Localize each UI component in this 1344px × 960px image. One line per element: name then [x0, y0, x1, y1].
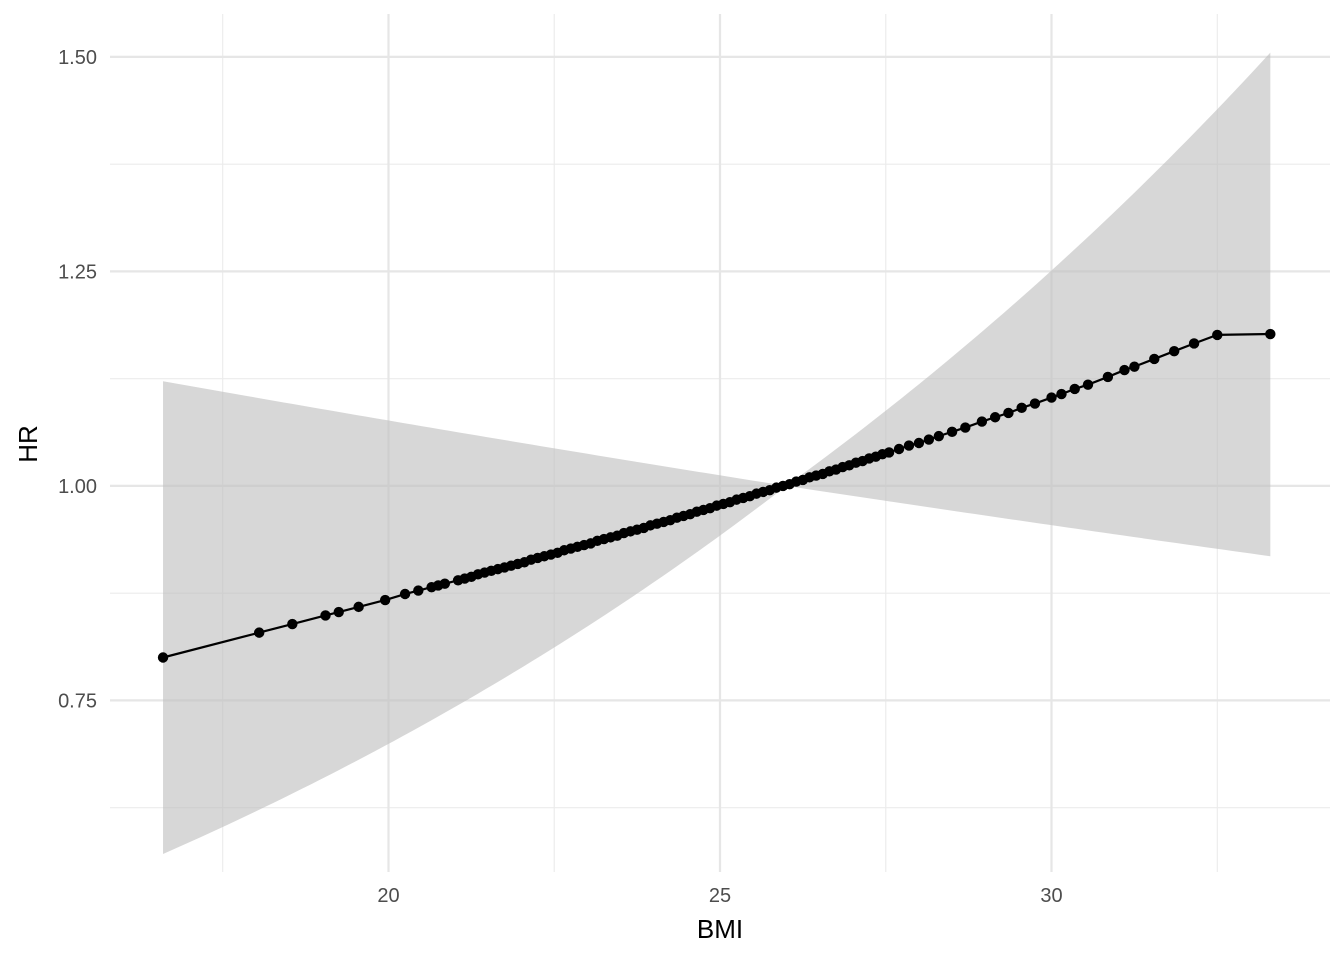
data-point: [933, 430, 945, 442]
data-point: [883, 447, 895, 458]
x-axis-title: BMI: [697, 914, 743, 944]
y-tick-label: 1.00: [58, 476, 97, 498]
data-point: [1212, 329, 1223, 341]
x-tick-labels: 20 25 30: [377, 885, 1062, 907]
y-tick-labels: 0.75 1.00 1.25 1.50: [58, 47, 97, 713]
data-point: [253, 627, 265, 638]
data-point: [893, 443, 905, 455]
data-point: [353, 601, 364, 613]
data-point: [413, 585, 424, 596]
data-point: [1069, 383, 1080, 395]
data-point: [1056, 388, 1067, 400]
data-point: [1102, 371, 1114, 383]
data-points: [157, 328, 1276, 663]
data-point: [1149, 353, 1160, 365]
data-point: [1168, 345, 1180, 357]
data-point: [1082, 379, 1094, 390]
data-point: [1029, 398, 1041, 409]
y-axis-title: HR: [13, 425, 43, 463]
x-tick-label: 30: [1040, 885, 1062, 907]
data-point: [1129, 361, 1140, 372]
x-tick-label: 20: [377, 885, 399, 907]
data-point: [320, 610, 331, 621]
data-point: [903, 440, 915, 451]
data-point: [976, 416, 988, 427]
confidence-band: [163, 52, 1271, 854]
data-point: [399, 588, 411, 600]
data-point: [946, 426, 958, 438]
data-point: [333, 606, 344, 618]
y-tick-label: 1.25: [58, 261, 97, 283]
y-tick-label: 1.50: [58, 47, 97, 69]
data-point: [989, 412, 1001, 423]
x-tick-label: 25: [709, 885, 731, 907]
data-point: [1265, 328, 1276, 340]
data-point: [1188, 338, 1200, 349]
data-point: [1119, 364, 1130, 376]
data-point: [960, 422, 971, 433]
data-point: [287, 618, 298, 630]
data-point: [913, 437, 925, 449]
data-point: [1003, 407, 1014, 419]
data-point: [157, 652, 169, 663]
data-point: [439, 578, 451, 589]
data-point: [379, 594, 391, 606]
data-point: [1016, 402, 1027, 414]
data-point: [1046, 392, 1057, 403]
data-point: [923, 434, 935, 445]
y-tick-label: 0.75: [58, 690, 97, 712]
